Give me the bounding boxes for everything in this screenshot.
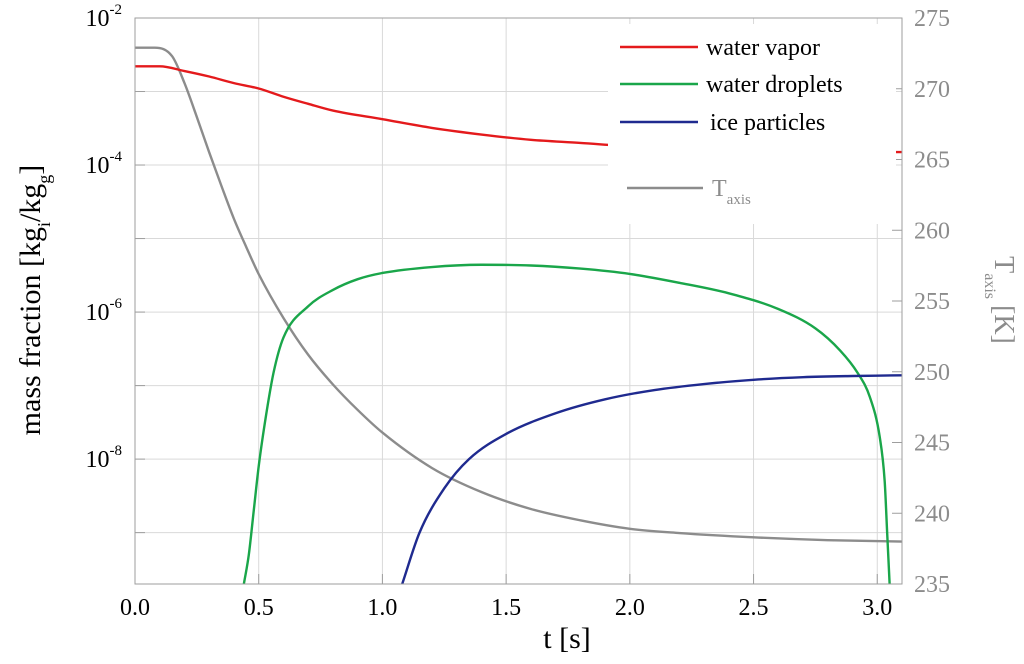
y-right-tick-label: 275 xyxy=(914,6,950,32)
y-right-tick-label: 235 xyxy=(914,572,950,598)
x-tick-label: 1.5 xyxy=(491,595,521,621)
y-left-tick-label: 10-6 xyxy=(86,296,123,326)
x-tick-label: 1.0 xyxy=(367,595,397,621)
y-axis-right: 235 240 245 250 255 260 265 270 275 xyxy=(892,6,950,598)
y-axis-left: 10-2 10-4 10-6 10-8 xyxy=(86,2,145,534)
y-right-tick-label: 250 xyxy=(914,360,950,386)
y-left-tick-label: 10-2 xyxy=(86,2,123,32)
y-right-tick-label: 245 xyxy=(914,431,950,457)
y-axis-right-label-base: T xyxy=(988,256,1019,273)
legend-label: water droplets xyxy=(706,72,843,98)
y-axis-left-label-sub-i: i xyxy=(34,222,54,227)
x-tick-label: 2.0 xyxy=(615,595,645,621)
y-axis-right-label-unit: [K] xyxy=(988,305,1019,344)
y-right-tick-label: 265 xyxy=(914,148,950,174)
y-right-tick-label: 270 xyxy=(914,77,950,103)
legend-label: Taxis xyxy=(712,176,751,208)
legend-background xyxy=(608,24,896,224)
x-axis-label: t [s] xyxy=(543,622,591,655)
y-right-tick-label: 240 xyxy=(914,501,950,527)
y-axis-left-label-sub-g: g xyxy=(34,175,54,184)
series-line-t-axis xyxy=(135,46,902,543)
legend-label: ice particles xyxy=(710,110,825,136)
x-axis: 0.0 0.5 1.0 1.5 2.0 2.5 3.0 xyxy=(120,574,892,621)
y-right-tick-label: 260 xyxy=(914,218,950,244)
x-tick-label: 0.0 xyxy=(120,595,150,621)
legend-label: water vapor xyxy=(706,35,820,61)
y-axis-left-label-end: ] xyxy=(14,165,47,175)
series-line-water-droplets xyxy=(242,263,891,584)
x-tick-label: 2.5 xyxy=(739,595,769,621)
series-line-ice-particles xyxy=(401,374,902,584)
y-axis-left-label-mid: /kg xyxy=(14,184,47,222)
y-axis-left-label-main: mass fraction [kg xyxy=(14,227,47,435)
legend: water vapor water droplets ice particles Ta… xyxy=(608,24,896,224)
y-right-tick-label: 255 xyxy=(914,289,950,315)
y-left-tick-label: 10-8 xyxy=(86,443,123,473)
x-tick-label: 0.5 xyxy=(244,595,274,621)
y-axis-right-label-sub: axis xyxy=(981,273,998,299)
x-tick-label: 3.0 xyxy=(862,595,892,621)
y-axis-right-label: Taxis [K] xyxy=(981,256,1019,344)
y-axis-left-label: mass fraction [kgi/kgg] xyxy=(14,165,54,436)
y-left-tick-label: 10-4 xyxy=(86,149,123,179)
